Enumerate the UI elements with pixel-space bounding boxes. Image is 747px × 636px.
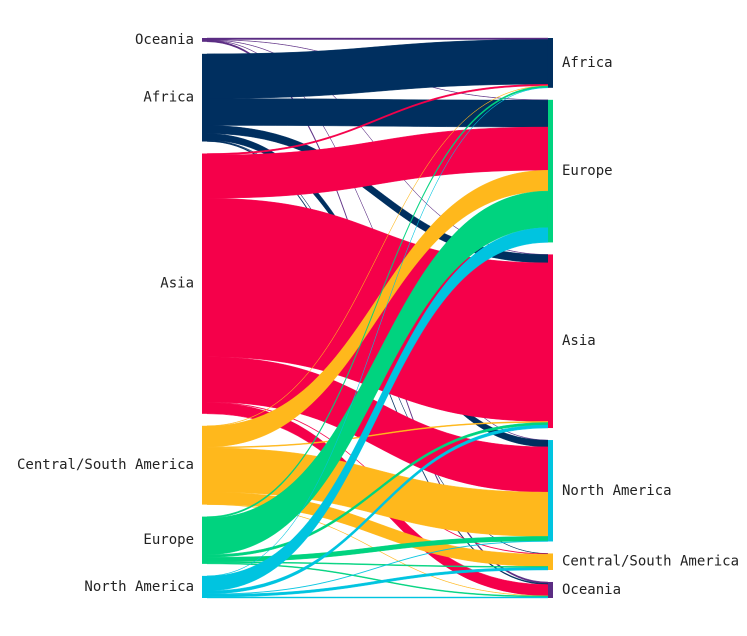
target-label-central-south-america: Central/South America [562, 554, 739, 570]
source-label-asia: Asia [160, 276, 194, 292]
target-label-europe: Europe [562, 163, 613, 179]
flow-north-america-to-oceania [206, 596, 549, 599]
region-labels: Oceania Africa Asia Central/South America Eu… [17, 32, 739, 598]
source-node-europe [202, 516, 207, 564]
source-label-oceania: Oceania [135, 32, 194, 48]
flow-africa-to-africa [206, 39, 549, 99]
flow-oceania-to-africa [206, 37, 549, 40]
source-node-oceania [202, 38, 207, 42]
source-node-central-south-america [202, 425, 207, 505]
target-node-europe [548, 99, 553, 243]
source-label-north-america: North America [84, 579, 194, 595]
flow-north-america-to-central-south-america [206, 567, 549, 598]
source-node-asia [202, 153, 207, 414]
source-label-africa: Africa [143, 90, 194, 106]
target-label-asia: Asia [562, 333, 596, 349]
source-node-africa [202, 53, 207, 142]
source-label-europe: Europe [143, 532, 194, 548]
target-label-africa: Africa [562, 55, 613, 71]
target-label-north-america: North America [562, 483, 672, 499]
source-label-central-south-america: Central/South America [17, 457, 194, 473]
target-node-north-america [548, 440, 553, 542]
target-label-oceania: Oceania [562, 582, 621, 598]
flow-africa-to-europe [206, 98, 549, 128]
target-node-africa [548, 38, 553, 88]
target-node-central-south-america [548, 553, 553, 570]
flow-links [206, 37, 549, 599]
target-node-asia [548, 254, 553, 429]
source-node-north-america [202, 575, 207, 598]
flow-north-america-to-asia [206, 424, 549, 595]
region-nodes [202, 38, 553, 598]
target-node-oceania [548, 581, 553, 598]
flow-north-america-to-africa [206, 87, 549, 577]
